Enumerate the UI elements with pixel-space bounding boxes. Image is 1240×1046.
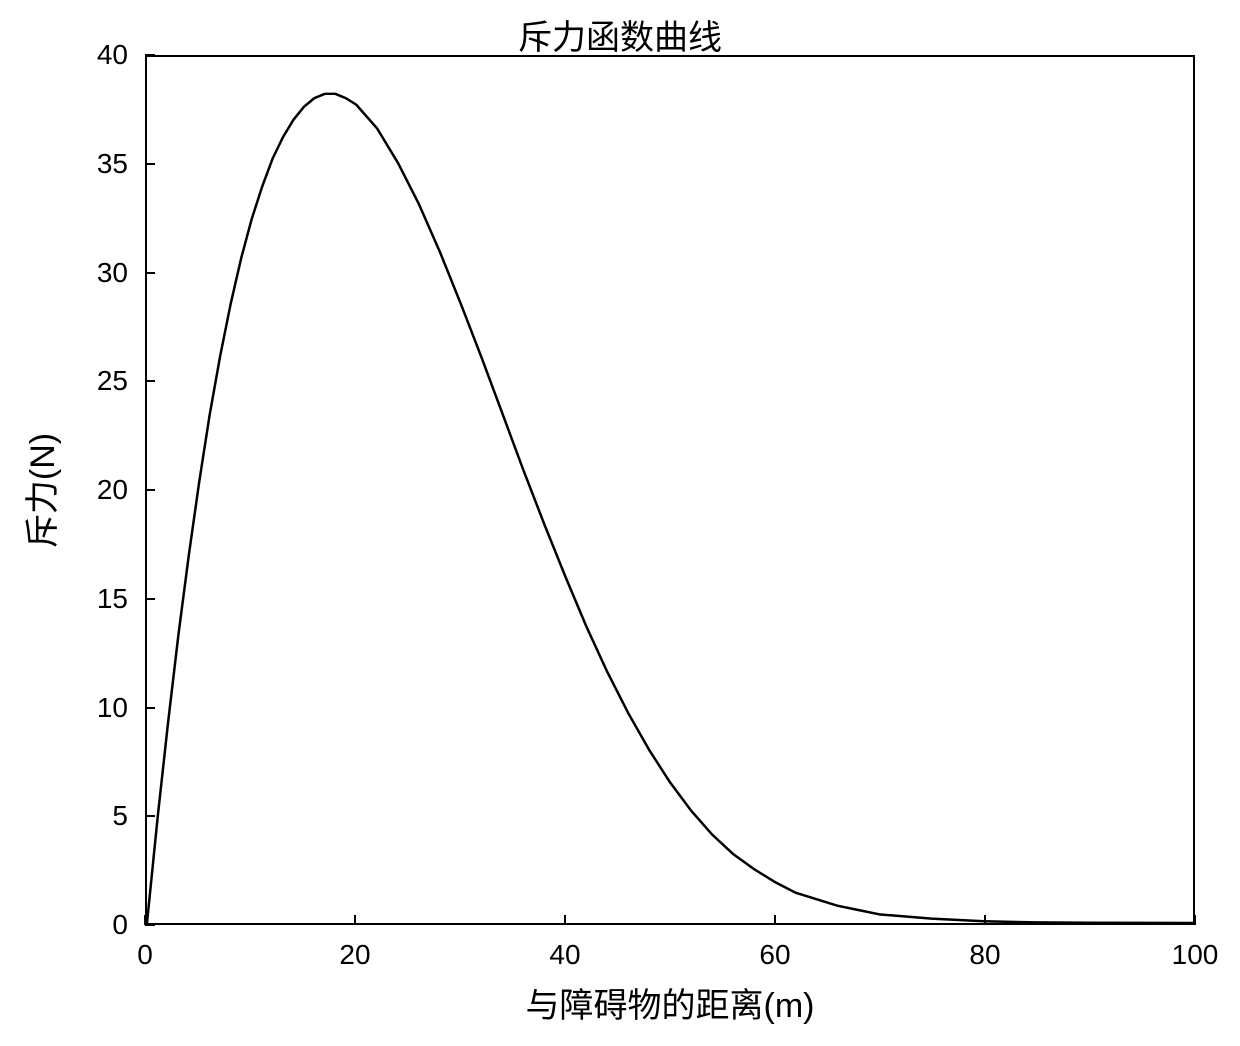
y-tick-label: 40 xyxy=(97,39,128,71)
x-tick-label: 40 xyxy=(549,939,580,971)
chart-title: 斥力函数曲线 xyxy=(0,10,1240,59)
x-tick-label: 80 xyxy=(969,939,1000,971)
y-tick-label: 20 xyxy=(97,474,128,506)
x-tick-mark xyxy=(774,915,776,925)
y-tick-mark xyxy=(145,54,155,56)
y-tick-mark xyxy=(145,272,155,274)
y-tick-mark xyxy=(145,489,155,491)
y-tick-label: 10 xyxy=(97,692,128,724)
y-tick-mark xyxy=(145,380,155,382)
y-tick-label: 30 xyxy=(97,257,128,289)
curve-line xyxy=(147,57,1193,923)
y-tick-label: 5 xyxy=(112,800,128,832)
x-axis-ticks: 020406080100 xyxy=(145,925,1195,985)
x-tick-mark xyxy=(564,915,566,925)
y-tick-mark xyxy=(145,707,155,709)
chart-container: 斥力函数曲线 0 5 10 15 20 25 30 35 40 0 20 40 60 80 100 斥力(… xyxy=(0,0,1240,1046)
plot-area xyxy=(145,55,1195,925)
x-tick-mark xyxy=(1194,915,1196,925)
y-tick-mark xyxy=(145,815,155,817)
y-tick-label: 35 xyxy=(97,148,128,180)
x-tick-label: 100 xyxy=(1172,939,1219,971)
y-tick-label: 0 xyxy=(112,909,128,941)
x-tick-label: 20 xyxy=(339,939,370,971)
x-tick-mark xyxy=(984,915,986,925)
y-axis-label: 斥力(N) xyxy=(16,432,65,547)
y-tick-label: 25 xyxy=(97,365,128,397)
y-axis-label-container: 斥力(N) xyxy=(20,55,60,925)
y-tick-mark xyxy=(145,163,155,165)
x-tick-mark xyxy=(354,915,356,925)
x-tick-label: 0 xyxy=(137,939,153,971)
y-tick-mark xyxy=(145,598,155,600)
y-tick-label: 15 xyxy=(97,583,128,615)
curve-path xyxy=(147,94,1193,923)
x-tick-mark xyxy=(144,915,146,925)
x-axis-label: 与障碍物的距离(m) xyxy=(145,978,1195,1027)
x-tick-label: 60 xyxy=(759,939,790,971)
